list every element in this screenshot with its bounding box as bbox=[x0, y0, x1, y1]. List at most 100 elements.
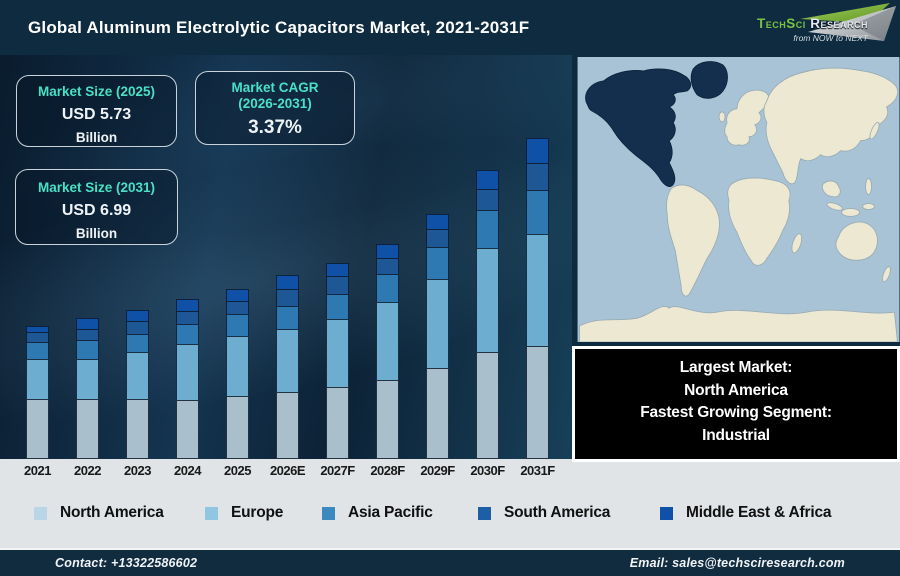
bar-segment bbox=[526, 234, 549, 346]
logo-arrow-icon bbox=[800, 3, 896, 41]
x-axis-label-2030F: 2030F bbox=[470, 463, 505, 478]
continent-australia bbox=[835, 221, 878, 261]
bar-segment bbox=[526, 190, 549, 234]
info-box-value: 3.37% bbox=[248, 117, 302, 138]
bar-segment bbox=[126, 399, 149, 459]
x-axis-label-2027F: 2027F bbox=[320, 463, 355, 478]
x-axis-label-2021: 2021 bbox=[24, 463, 51, 478]
map-callout: Largest Market: North America Fastest Gr… bbox=[572, 346, 900, 462]
bar-segment bbox=[176, 311, 199, 324]
bar-segment bbox=[476, 352, 499, 459]
island-sumatra bbox=[826, 202, 843, 211]
continent-europe bbox=[724, 89, 770, 146]
bar-2024 bbox=[176, 299, 199, 459]
bar-segment bbox=[276, 289, 299, 306]
bar-segment bbox=[226, 336, 249, 396]
callout-fastest-segment-label: Fastest Growing Segment: bbox=[640, 404, 832, 421]
legend-label: South America bbox=[504, 504, 611, 521]
bar-segment bbox=[326, 319, 349, 387]
island-philippines bbox=[865, 178, 872, 195]
bar-segment bbox=[126, 334, 149, 352]
bar-segment bbox=[376, 258, 399, 274]
info-box-unit: Billion bbox=[75, 226, 118, 241]
bar-segment bbox=[476, 170, 499, 189]
bar-2023 bbox=[126, 310, 149, 459]
page-title: Global Aluminum Electrolytic Capacitors … bbox=[28, 17, 530, 37]
bar-segment bbox=[176, 344, 199, 400]
bar-segment bbox=[376, 302, 399, 380]
footer-bar: Contact: +13322586602 Email: sales@techs… bbox=[0, 548, 900, 576]
logo-name-primary: TechSci bbox=[757, 16, 806, 31]
bar-segment bbox=[226, 314, 249, 336]
island-borneo bbox=[841, 208, 860, 217]
island-uk bbox=[718, 111, 726, 123]
legend-item: North America bbox=[34, 504, 164, 522]
bar-segment bbox=[326, 294, 349, 319]
bar-2028F bbox=[376, 244, 399, 459]
island-newguinea bbox=[862, 203, 875, 210]
legend-item: Europe bbox=[205, 504, 283, 522]
bar-chart bbox=[0, 55, 572, 459]
legend-swatch-icon bbox=[660, 506, 673, 520]
bar-segment bbox=[426, 229, 449, 247]
bar-segment bbox=[26, 326, 49, 332]
axis-and-legend-band: 2021 2022 2023 2024 2025 2026E 2027F 2028F 2029F… bbox=[0, 459, 900, 548]
legend-item: Asia Pacific bbox=[322, 504, 433, 522]
world-map bbox=[577, 57, 900, 343]
bar-segment bbox=[276, 392, 299, 459]
callout-fastest-segment-value: Industrial bbox=[702, 426, 770, 444]
info-box-heading: Market Size (2025) bbox=[37, 84, 156, 99]
continent-asia bbox=[763, 67, 899, 185]
bar-segment bbox=[26, 342, 49, 359]
x-axis-label-2026E: 2026E bbox=[269, 463, 306, 478]
logo-text: TechSci Research from NOW to NEXT bbox=[757, 17, 868, 45]
bar-segment bbox=[276, 275, 299, 289]
bar-segment bbox=[426, 279, 449, 368]
bar-2027F bbox=[326, 263, 349, 459]
info-box-unit: Billion bbox=[75, 130, 118, 145]
bar-segment bbox=[76, 340, 99, 359]
legend-swatch-icon bbox=[205, 506, 218, 520]
bar-segment bbox=[326, 263, 349, 276]
logo-tagline: from NOW to NEXT bbox=[793, 33, 868, 43]
x-axis-label-2025: 2025 bbox=[224, 463, 251, 478]
bar-segment bbox=[376, 244, 399, 258]
bar-segment bbox=[76, 399, 99, 459]
bar-segment bbox=[226, 301, 249, 314]
bar-segment bbox=[126, 352, 149, 399]
techsci-logo: TechSci Research from NOW to NEXT bbox=[700, 0, 900, 55]
info-box-heading: Market Size (2031) bbox=[37, 180, 156, 195]
bar-segment bbox=[426, 247, 449, 279]
bar-segment bbox=[26, 399, 49, 459]
info-box-heading: Market CAGR bbox=[231, 80, 319, 95]
bar-segment bbox=[476, 210, 499, 248]
bar-2029F bbox=[426, 214, 449, 459]
callout-largest-market-value: North America bbox=[684, 381, 788, 399]
bar-segment bbox=[276, 329, 299, 392]
continent-north-america bbox=[585, 68, 692, 187]
callout-largest-market-label: Largest Market: bbox=[679, 359, 793, 376]
bar-segment bbox=[476, 189, 499, 210]
legend-swatch-icon bbox=[478, 506, 491, 520]
x-axis-label-2023: 2023 bbox=[124, 463, 151, 478]
info-box-market-size-2031: Market Size (2031) USD 6.99 Billion bbox=[15, 169, 178, 245]
legend-item: South America bbox=[478, 504, 610, 522]
x-axis-label-2028F: 2028F bbox=[370, 463, 405, 478]
island-madagascar bbox=[791, 233, 803, 254]
legend-swatch-icon bbox=[34, 506, 47, 520]
bar-segment bbox=[76, 359, 99, 399]
chart-panel: Market Size (2025) USD 5.73 Billion Mark… bbox=[0, 55, 572, 459]
footer-email: Email: sales@techsciresearch.com bbox=[629, 556, 845, 570]
bar-2031F bbox=[526, 138, 549, 459]
info-box-market-size-2025: Market Size (2025) USD 5.73 Billion bbox=[16, 75, 177, 147]
map-land bbox=[579, 67, 899, 343]
bar-segment bbox=[376, 380, 399, 459]
bar-segment bbox=[526, 138, 549, 163]
x-axis-label-2022: 2022 bbox=[74, 463, 101, 478]
bar-segment bbox=[26, 359, 49, 399]
footer-contact: Contact: +13322586602 bbox=[55, 556, 198, 570]
bar-segment bbox=[176, 299, 199, 311]
bar-2026E bbox=[276, 275, 299, 459]
info-box-value: USD 6.99 bbox=[61, 202, 132, 219]
